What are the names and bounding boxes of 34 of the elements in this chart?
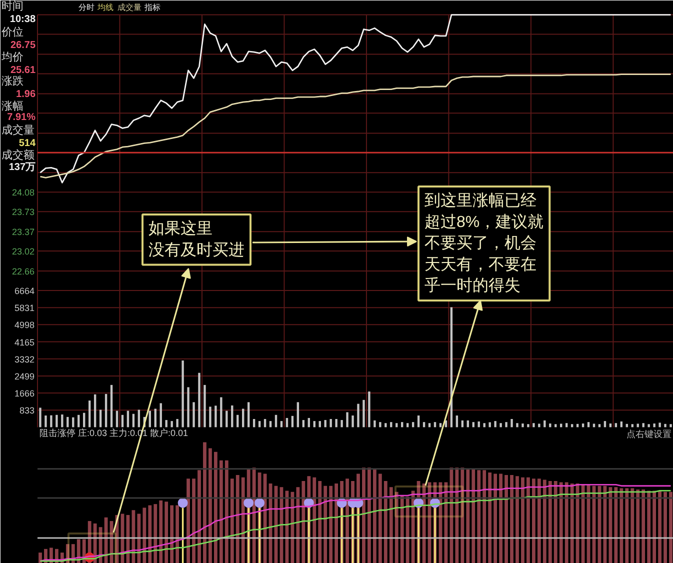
y-tick-label: 2499 — [14, 371, 35, 382]
text: 26.75 — [10, 40, 36, 51]
text: 成交额 — [2, 148, 34, 162]
text: 7.91% — [7, 112, 36, 123]
y-tick-label: 1666 — [14, 388, 35, 399]
text: 涨幅 — [2, 100, 24, 112]
y-tick-label: 5831 — [14, 303, 35, 314]
text: 1.96 — [16, 89, 36, 100]
text: 点右键设置 — [626, 429, 672, 440]
text: 10:38 — [10, 14, 36, 25]
y-tick-label: 4165 — [14, 337, 35, 348]
text: 成交量 — [2, 124, 34, 136]
y-tick-label: 833 — [19, 406, 35, 416]
y-tick-label: 3332 — [14, 354, 35, 364]
text: 时间 — [2, 0, 24, 12]
annotation: 如果这里没有及时买进 — [148, 220, 244, 259]
y-tick-label: 24.08 — [12, 188, 35, 198]
text: 价位 — [0, 26, 24, 38]
text: 涨跌 — [2, 76, 24, 88]
annotation: 到这里涨幅已经超过8%，建议就不要买了，机会天天有，不要在乎一时的得失 — [424, 192, 544, 294]
y-tick-label: 23.73 — [12, 207, 35, 218]
y-tick-label: 23.37 — [12, 227, 35, 238]
y-tick-label: 4998 — [14, 320, 35, 330]
y-tick-label: 22.66 — [12, 266, 35, 277]
text: 指标 — [144, 3, 160, 12]
text: 均线 — [96, 3, 114, 12]
y-tick-label: 23.02 — [12, 246, 35, 257]
text: 137万 — [8, 162, 36, 173]
text: 514 — [18, 138, 36, 149]
text: 成交量 — [118, 3, 142, 12]
text: 均价 — [0, 52, 24, 64]
y-tick-label: 6664 — [14, 286, 35, 296]
text: 分时 — [78, 3, 94, 12]
text: 25.61 — [10, 65, 36, 76]
